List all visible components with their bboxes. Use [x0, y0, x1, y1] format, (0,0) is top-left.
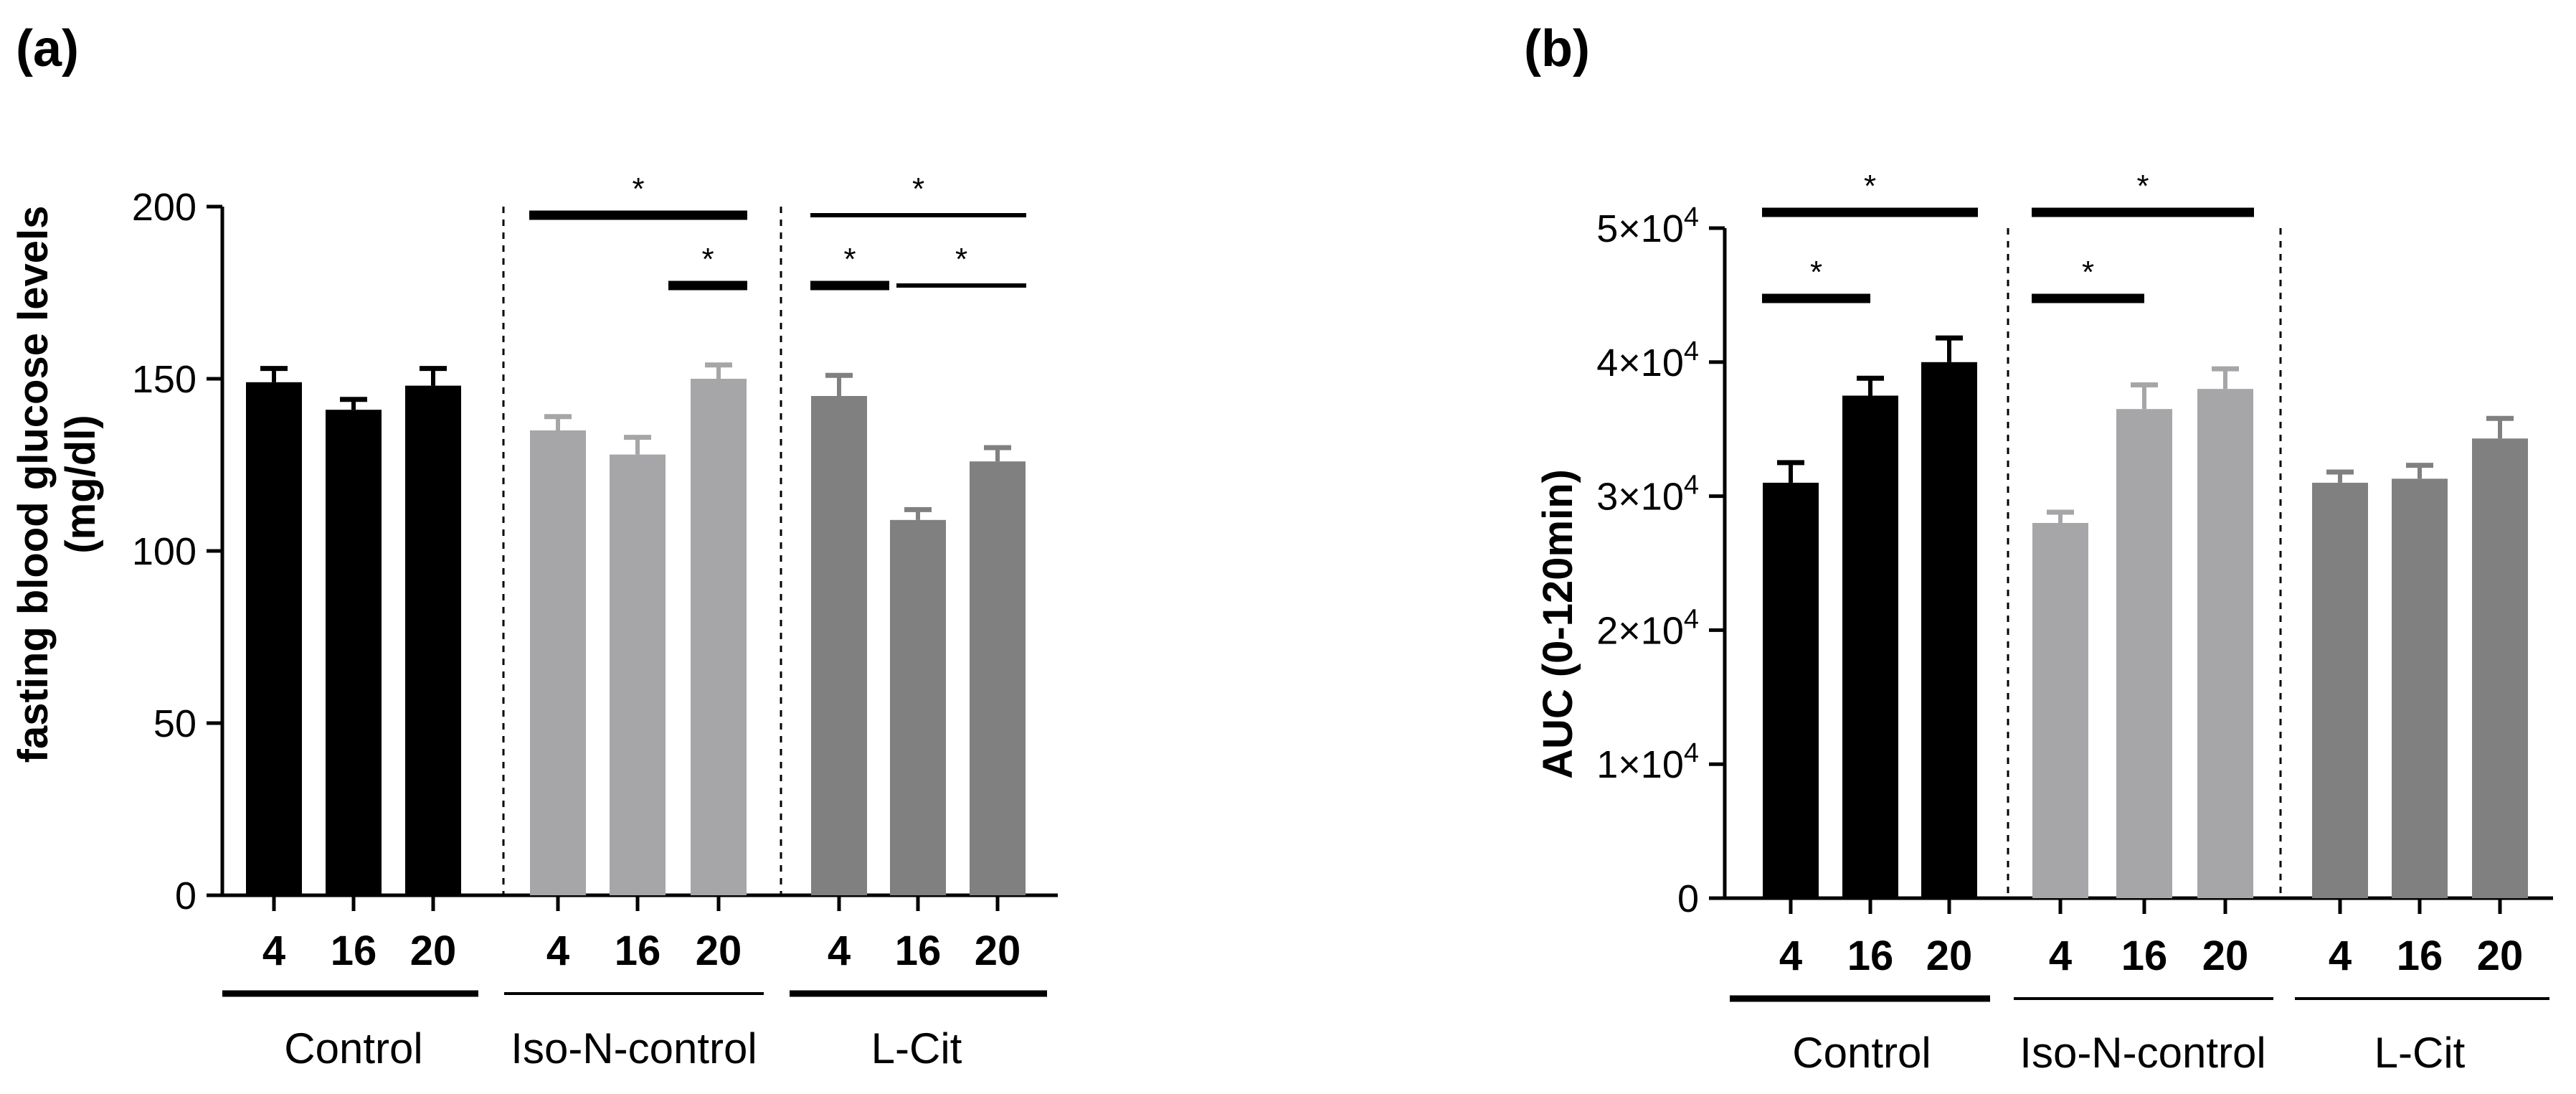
b-y-tick-label: 2×104	[1596, 604, 1699, 652]
b-bar-0-2	[1921, 362, 1977, 898]
b-y-tick-label: 0	[1677, 877, 1699, 920]
b-y-tick-label: 1×104	[1596, 738, 1699, 786]
b-significance-star-1: *	[1810, 255, 1822, 290]
a-significance-star-1: *	[701, 242, 714, 277]
a-bar-2-1	[890, 519, 946, 895]
a-y-tick-label: 100	[132, 530, 196, 573]
a-bar-2-0	[811, 396, 867, 895]
b-category-label: 20	[1926, 933, 1973, 979]
chart-b: (b) AUC (0-120min) 0 1×104 2×104 3×104 4×104…	[1524, 20, 2553, 1077]
a-bar-0-2	[405, 385, 461, 895]
b-bar-1-0	[2032, 522, 2088, 898]
a-category-label: 4	[262, 928, 285, 974]
b-bar-0-1	[1842, 395, 1898, 898]
chart-a: (a) fasting blood glucose levels (mg/dl)…	[10, 20, 1058, 1072]
b-bar-1-1	[2116, 409, 2172, 898]
a-significance-star-3: *	[843, 242, 856, 277]
b-category-label: 4	[1779, 933, 1802, 979]
a-bar-1-1	[610, 454, 666, 895]
b-bar-2-2	[2472, 438, 2528, 898]
a-y-tick-label: 200	[132, 186, 196, 229]
y-axis-label-a-units: (mg/dl)	[57, 415, 104, 553]
b-y-tick-label: 3×104	[1596, 471, 1699, 519]
group-label-a-iso: Iso-N-control	[511, 1024, 757, 1072]
a-category-label: 4	[546, 928, 569, 974]
b-bar-0-0	[1763, 482, 1819, 898]
b-significance-star-3: *	[2082, 255, 2094, 290]
a-category-label: 16	[331, 928, 377, 974]
a-significance-star-2: *	[912, 171, 924, 207]
b-significance-star-0: *	[1864, 169, 1876, 204]
b-category-label: 4	[2329, 933, 2352, 979]
a-category-label: 16	[615, 928, 661, 974]
a-bar-0-0	[246, 382, 302, 895]
a-significance-star-4: *	[955, 242, 967, 277]
a-bar-1-2	[691, 379, 747, 895]
a-bar-0-1	[326, 410, 382, 895]
a-y-tick-label: 50	[153, 702, 196, 745]
b-category-label: 4	[2049, 933, 2072, 979]
group-label-a-control: Control	[284, 1024, 422, 1072]
a-category-label: 20	[975, 928, 1021, 974]
b-significance-star-2: *	[2136, 169, 2149, 204]
b-y-tick-label: 5×104	[1596, 202, 1699, 250]
b-category-label: 16	[2397, 933, 2443, 979]
a-y-tick-label: 150	[132, 358, 196, 401]
b-bar-1-2	[2197, 389, 2253, 898]
panel-label-b: (b)	[1524, 20, 1590, 77]
a-category-label: 20	[410, 928, 457, 974]
b-category-label: 16	[1847, 933, 1894, 979]
group-label-b-control: Control	[1792, 1029, 1931, 1077]
b-category-label: 20	[2202, 933, 2249, 979]
y-axis-label-b: AUC (0-120min)	[1535, 469, 1581, 779]
a-category-label: 4	[828, 928, 851, 974]
panel-label-a: (a)	[16, 20, 79, 77]
b-bar-2-0	[2312, 482, 2368, 898]
a-y-tick-label: 0	[175, 874, 196, 918]
b-bar-2-1	[2392, 478, 2448, 898]
group-label-b-iso: Iso-N-control	[2019, 1029, 2265, 1077]
a-category-label: 20	[696, 928, 742, 974]
a-bar-2-2	[970, 461, 1026, 895]
b-y-tick-label: 4×104	[1596, 336, 1699, 385]
y-axis-label-a: fasting blood glucose levels	[10, 206, 57, 763]
group-label-b-lcit: L-Cit	[2374, 1029, 2466, 1077]
a-bar-1-0	[530, 430, 586, 895]
b-category-label: 20	[2477, 933, 2524, 979]
b-category-label: 16	[2121, 933, 2168, 979]
a-category-label: 16	[895, 928, 942, 974]
group-label-a-lcit: L-Cit	[871, 1024, 962, 1072]
a-significance-star-0: *	[632, 171, 644, 207]
